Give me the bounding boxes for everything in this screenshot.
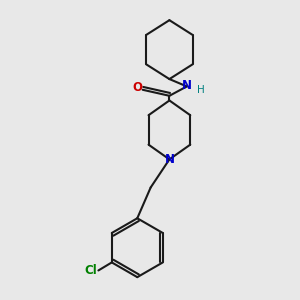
Text: H: H [197,85,205,95]
Text: N: N [164,153,174,166]
Text: N: N [182,79,192,92]
Text: Cl: Cl [85,264,98,277]
Text: O: O [132,81,142,94]
